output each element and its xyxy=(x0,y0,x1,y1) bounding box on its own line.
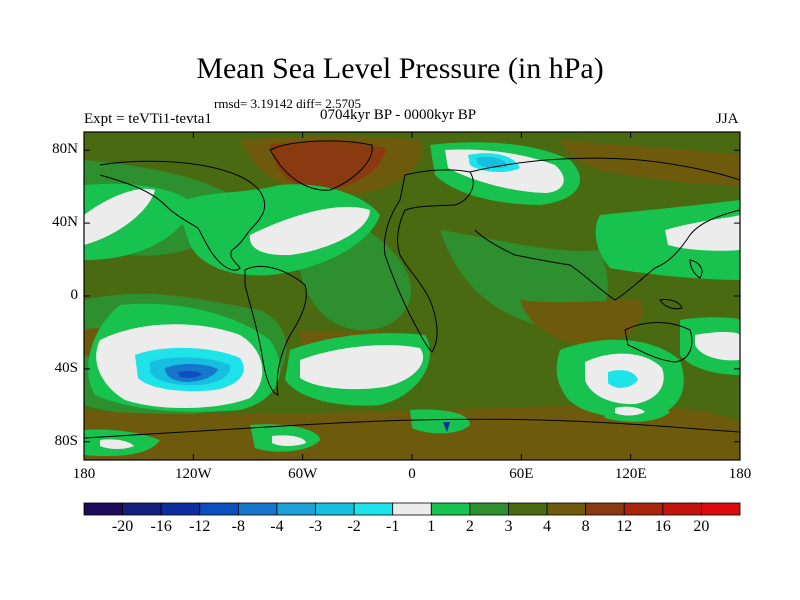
colorbar-label: 20 xyxy=(693,518,710,535)
colorbar-box xyxy=(353,502,394,516)
colorbar-label: 1 xyxy=(427,518,436,535)
pressure-field xyxy=(84,132,740,460)
colorbar-label: 12 xyxy=(616,518,633,535)
colorbar-box xyxy=(83,502,123,516)
colorbar-box xyxy=(469,502,509,516)
level-8-12-regions xyxy=(84,136,740,460)
lat-label: 80S xyxy=(54,432,78,449)
axis-ticks xyxy=(83,132,741,460)
colorbar-box xyxy=(546,502,587,516)
lon-label: 180 xyxy=(728,466,752,482)
map-title: Mean Sea Level Pressure (in hPa) xyxy=(196,52,604,85)
stats-text: rmsd= 3.19142 diff= 2.5705 xyxy=(214,96,361,111)
colorbar-label: 16 xyxy=(654,518,671,535)
lon-label: 120W xyxy=(174,466,212,482)
colorbar-label: -8 xyxy=(231,518,245,535)
season-label: JJA xyxy=(716,111,739,127)
colorbar-box xyxy=(199,502,239,516)
experiment-label: Expt = teVTi1-tevta1 xyxy=(84,111,212,127)
colorbar-label: 2 xyxy=(465,518,474,535)
colorbar-box xyxy=(160,502,201,516)
coastlines xyxy=(84,140,740,439)
colorbar-label: -12 xyxy=(189,518,211,535)
colorbar xyxy=(83,502,741,516)
colorbar-box xyxy=(237,502,278,516)
colorbar-label: -1 xyxy=(386,518,400,535)
colorbar-box xyxy=(276,502,316,516)
colorbar-box xyxy=(701,502,741,516)
lat-label: 80N xyxy=(52,141,78,158)
lon-label: 60W xyxy=(288,466,318,482)
colorbar-box xyxy=(508,502,548,516)
lon-label: 180 xyxy=(72,466,96,482)
colorbar-box xyxy=(430,502,471,516)
colorbar-label: -3 xyxy=(308,518,323,535)
colorbar-box xyxy=(623,502,664,516)
level-minus8-minus4-region xyxy=(178,370,202,378)
greenland-high xyxy=(270,141,385,190)
colorbar-box xyxy=(662,502,702,516)
colorbar-label: -16 xyxy=(150,518,172,535)
lat-label: 40N xyxy=(52,214,78,231)
colorbar-label: -4 xyxy=(270,518,284,535)
lon-label: 0 xyxy=(408,466,416,482)
lon-label: 60E xyxy=(509,466,534,482)
colorbar-label: -2 xyxy=(347,518,361,535)
colorbar-box xyxy=(122,502,162,516)
colorbar-box xyxy=(315,502,355,516)
colorbar-label: 4 xyxy=(543,518,552,535)
colorbar-label: 8 xyxy=(581,518,590,535)
colorbar-box xyxy=(392,502,432,516)
lat-label: 40S xyxy=(54,359,78,376)
colorbar-label: 3 xyxy=(504,518,513,535)
lon-label: 120E xyxy=(614,466,647,482)
antarctic-small-low xyxy=(443,422,450,432)
lat-label: 0 xyxy=(70,287,79,303)
colorbar-box xyxy=(585,502,625,516)
colorbar-label: -20 xyxy=(111,518,134,535)
period-text: 0704kyr BP - 0000kyr BP xyxy=(320,107,477,123)
